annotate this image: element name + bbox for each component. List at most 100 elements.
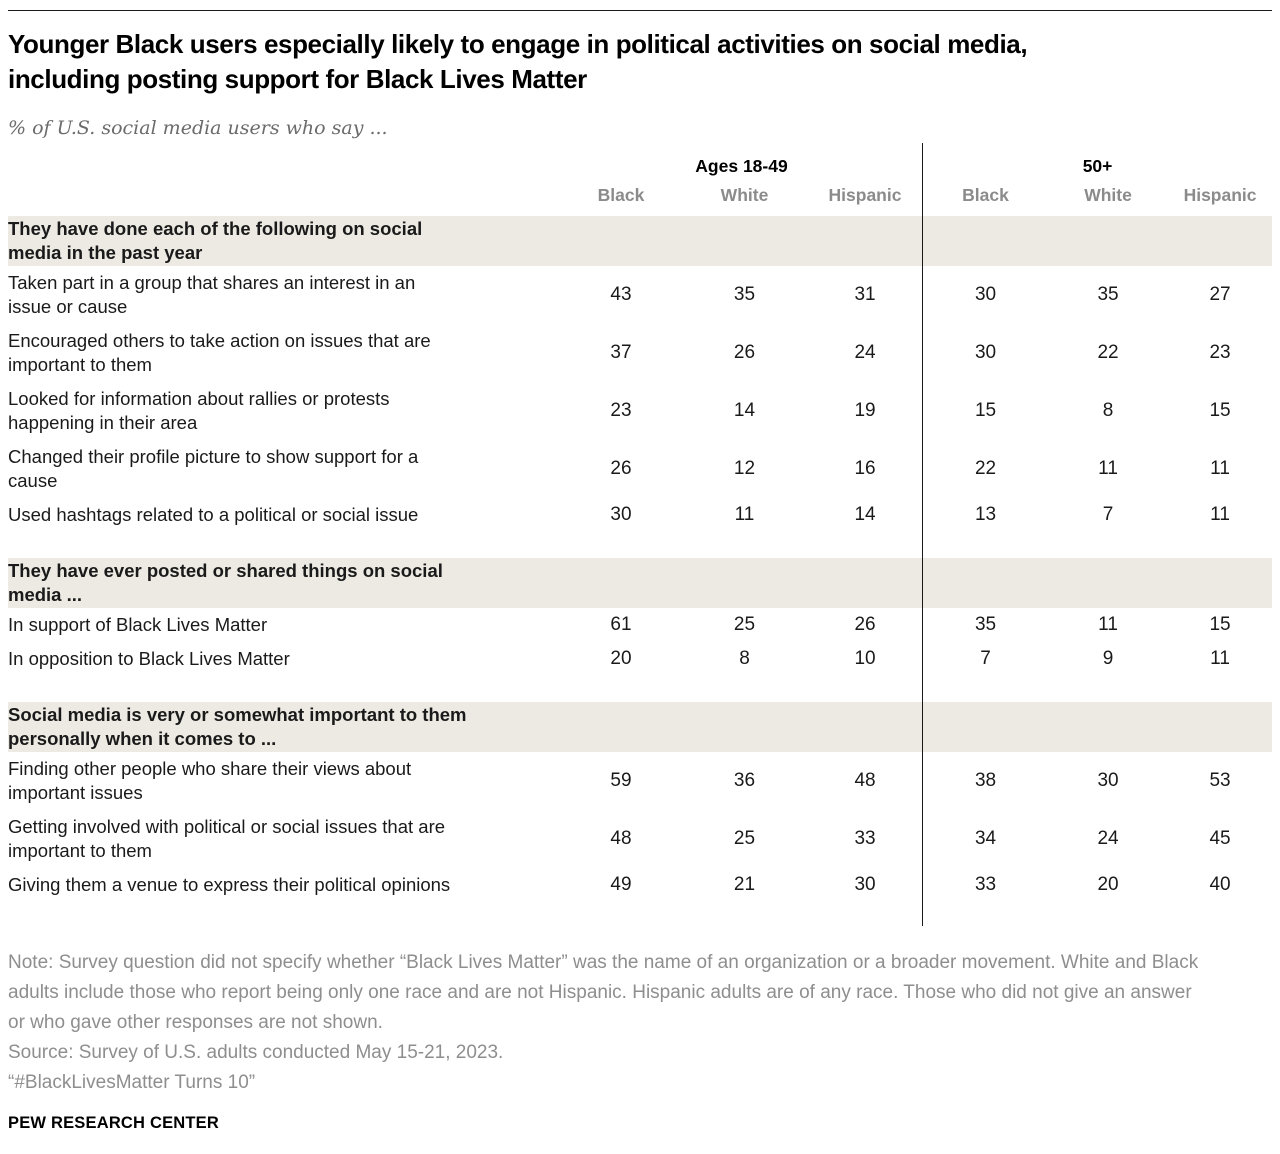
cell-value: 25 [733, 828, 756, 849]
cell-value: 16 [854, 458, 876, 479]
cell-value: 23 [1209, 342, 1231, 363]
section-header: They have done each of the following on … [8, 216, 1273, 266]
column-header-row: Black White Hispanic Black White Hispani… [8, 179, 1272, 216]
cell-value: 15 [1209, 614, 1231, 635]
report-title-text: “#BlackLivesMatter Turns 10” [8, 1072, 256, 1093]
cell-value: 30 [854, 874, 876, 895]
row-label: Changed their profile picture to show su… [8, 446, 419, 491]
column-header-hispanic-50-plus: Hispanic [1183, 185, 1257, 205]
row-label: Taken part in a group that shares an int… [8, 272, 416, 317]
cell-value: 38 [974, 770, 997, 791]
cell-value: 11 [734, 504, 755, 525]
cell-value: 14 [733, 400, 756, 421]
group-header-50-plus: 50+ [1082, 156, 1113, 176]
table-row: Changed their profile picture to show su… [8, 440, 1272, 498]
top-rule [8, 10, 1272, 11]
cell-value: 7 [980, 648, 991, 669]
cell-value: 20 [1097, 874, 1119, 895]
cell-value: 34 [974, 828, 997, 849]
cell-value: 15 [1209, 400, 1231, 421]
pew-research-center-wordmark: PEW RESEARCH CENTER [8, 1114, 219, 1132]
data-table: Ages 18-49 50+ Black White Hispanic Blac… [8, 145, 1273, 932]
page-title: Younger Black users especially likely to… [8, 29, 1028, 94]
cell-value: 22 [1097, 342, 1119, 363]
cell-value: 35 [974, 614, 997, 635]
table-row: Used hashtags related to a political or … [8, 498, 1272, 532]
section-header: They have ever posted or shared things o… [8, 558, 1273, 608]
row-label: Used hashtags related to a political or … [8, 504, 419, 525]
cell-value: 24 [854, 342, 876, 363]
column-header-white-18-49: White [720, 185, 769, 205]
cell-value: 59 [610, 770, 632, 791]
section-header-row: Social media is very or somewhat importa… [8, 702, 1273, 752]
table-row: Giving them a venue to express their pol… [8, 868, 1272, 902]
cell-value: 26 [854, 614, 876, 635]
cell-value: 21 [733, 874, 756, 895]
cell-value: 30 [974, 284, 997, 305]
section-header-row: They have ever posted or shared things o… [8, 558, 1273, 608]
row-label: Encouraged others to take action on issu… [8, 330, 431, 375]
cell-value: 13 [974, 504, 997, 525]
cell-value: 26 [733, 342, 756, 363]
cell-value: 37 [610, 342, 632, 363]
cell-value: 30 [610, 504, 632, 525]
cell-value: 45 [1209, 828, 1231, 849]
cell-value: 11 [1210, 458, 1230, 479]
cell-value: 33 [854, 828, 876, 849]
figure: Younger Black users especially likely to… [0, 10, 1280, 1154]
cell-value: 20 [610, 648, 632, 669]
cell-value: 48 [854, 770, 876, 791]
section-header: Social media is very or somewhat importa… [8, 702, 1273, 752]
cell-value: 22 [974, 458, 997, 479]
note-text: Note: Survey question did not specify wh… [8, 952, 1199, 1033]
table-row: Getting involved with political or socia… [8, 810, 1272, 868]
cell-value: 11 [1098, 458, 1118, 479]
cell-value: 11 [1210, 648, 1230, 669]
cell-value: 8 [739, 648, 750, 669]
cell-value: 35 [1097, 284, 1119, 305]
cell-value: 53 [1209, 770, 1231, 791]
section-header-row: They have done each of the following on … [8, 216, 1273, 266]
row-label: Finding other people who share their vie… [8, 758, 412, 803]
cell-value: 27 [1209, 284, 1231, 305]
column-header-black-50-plus: Black [962, 185, 1009, 205]
cell-value: 15 [974, 400, 997, 421]
cell-value: 49 [610, 874, 632, 895]
cell-value: 14 [854, 504, 876, 525]
cell-value: 48 [610, 828, 632, 849]
cell-value: 7 [1102, 504, 1114, 525]
cell-value: 11 [1210, 504, 1230, 525]
column-header-spacer [8, 179, 560, 216]
cell-value: 33 [974, 874, 997, 895]
cell-value: 11 [1098, 614, 1118, 635]
column-header-black-18-49: Black [597, 185, 645, 205]
subtitle: % of U.S. social media users who say ... [8, 117, 388, 139]
cell-value: 19 [854, 400, 876, 421]
table-row: Looked for information about rallies or … [8, 382, 1272, 440]
source-text: Source: Survey of U.S. adults conducted … [8, 1042, 504, 1063]
cell-value: 36 [733, 770, 756, 791]
cell-value: 10 [854, 648, 876, 669]
column-header-hispanic-18-49: Hispanic [828, 185, 902, 205]
cell-value: 35 [733, 284, 756, 305]
column-header-white-50-plus: White [1084, 185, 1132, 205]
table-row: Encouraged others to take action on issu… [8, 324, 1272, 382]
cell-value: 25 [733, 614, 756, 635]
data-table-wrap: Ages 18-49 50+ Black White Hispanic Blac… [8, 143, 1273, 932]
cell-value: 8 [1102, 400, 1114, 421]
age-group-divider-line [922, 143, 923, 926]
cell-value: 43 [610, 284, 632, 305]
cell-value: 40 [1209, 874, 1231, 895]
group-header-ages-18-49: Ages 18-49 [695, 156, 788, 176]
cell-value: 26 [610, 458, 632, 479]
cell-value: 30 [1097, 770, 1119, 791]
row-label: Getting involved with political or socia… [8, 816, 446, 861]
table-row: Finding other people who share their vie… [8, 752, 1272, 810]
table-row: In opposition to Black Lives Matter 20 8… [8, 642, 1272, 676]
table-row: Taken part in a group that shares an int… [8, 266, 1272, 324]
footnotes: Note: Survey question did not specify wh… [8, 948, 1272, 1098]
cell-value: 61 [610, 614, 632, 635]
cell-value: 31 [854, 284, 876, 305]
row-label: In support of Black Lives Matter [8, 614, 268, 635]
cell-value: 23 [610, 400, 632, 421]
